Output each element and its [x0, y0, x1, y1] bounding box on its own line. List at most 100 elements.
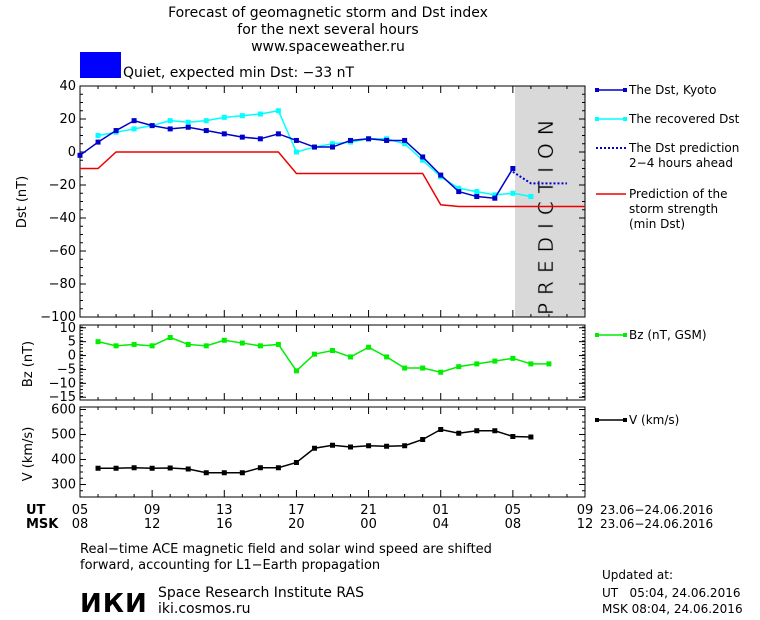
ut-tick-label: 05 — [72, 503, 89, 518]
solar-wind-speed-point — [203, 470, 209, 476]
bz-point — [257, 343, 263, 349]
solar-wind-speed-point — [293, 460, 299, 465]
v-panel — [79, 406, 586, 498]
bz-point — [492, 358, 498, 364]
footer-note-line-1: Real−time ACE magnetic field and solar w… — [80, 542, 492, 557]
data-layer — [77, 108, 585, 476]
msk-tick-label: 04 — [432, 517, 449, 532]
legend-bz: Bz (nT, GSM) — [595, 328, 707, 342]
recovered-dst-point — [402, 141, 408, 147]
ut-tick-label: 17 — [288, 503, 305, 518]
y-tick-label: −20 — [49, 178, 76, 193]
updated-msk: MSK 08:04, 24.06.2016 — [602, 602, 743, 616]
storm-strength-line — [80, 151, 585, 208]
recovered-dst-point — [275, 108, 281, 114]
solar-wind-speed-point — [275, 465, 281, 471]
ut-tick-label: 09 — [577, 503, 594, 518]
msk-tick-label: 20 — [288, 517, 305, 532]
solar-wind-speed-point — [185, 466, 191, 472]
legend-storm-strength: Prediction of the storm strength (min Dst) — [596, 187, 728, 231]
recovered-dst-point — [131, 126, 137, 132]
bz-point — [510, 355, 516, 361]
msk-tick-label: 12 — [144, 517, 161, 532]
solar-wind-speed-point — [239, 470, 245, 476]
ut-tick-label: 05 — [505, 503, 522, 518]
bz-point — [348, 354, 354, 360]
bz-point — [293, 368, 299, 374]
bz-point — [420, 365, 426, 371]
axes-layer: 40200−20−40−60−80−1001050−5−10−156005004… — [40, 79, 586, 498]
recovered-dst-point — [293, 149, 299, 155]
y-tick-label: −5 — [57, 362, 76, 377]
recovered-dst-point — [474, 189, 480, 195]
bz-point — [546, 361, 552, 367]
y-tick-label: 600 — [51, 403, 76, 418]
dst-kyoto-point — [366, 136, 372, 142]
bz-point — [311, 351, 317, 357]
bz-point — [95, 339, 101, 345]
bz-point — [528, 361, 534, 367]
legend-v-label: V (km/s) — [629, 413, 679, 427]
recovered-dst-point — [185, 119, 191, 125]
dst-panel: PREDICTION — [79, 85, 586, 318]
solar-wind-speed-point — [474, 428, 480, 434]
y-tick-label: 500 — [51, 428, 76, 443]
dst-kyoto-point — [149, 123, 155, 129]
v-y-axis-label: V (km/s) — [21, 427, 36, 482]
solar-wind-speed-point — [438, 427, 444, 432]
bz-line — [97, 336, 549, 373]
bz-point — [131, 341, 137, 347]
ut-tick-label: 01 — [432, 503, 449, 518]
chart-title-line-3: www.spaceweather.ru — [251, 39, 405, 55]
ut-tick-label: 13 — [216, 503, 233, 518]
msk-axis-label: MSK — [26, 517, 59, 532]
y-tick-label: 5 — [68, 335, 76, 350]
dst-kyoto-point — [257, 136, 263, 142]
y-tick-label: −60 — [49, 244, 76, 259]
prediction-label: PREDICTION — [534, 112, 558, 315]
ut-date-range: 23.06−24.06.2016 — [600, 503, 713, 517]
bz-point — [438, 369, 444, 375]
solar-wind-speed-point — [257, 465, 263, 471]
y-tick-label: 0 — [68, 349, 76, 364]
solar-wind-speed-point — [420, 437, 426, 442]
bz-point — [275, 341, 281, 347]
dst-kyoto-point — [474, 194, 480, 200]
dst-kyoto-point — [420, 154, 426, 160]
solar-wind-speed-point — [149, 465, 155, 471]
msk-tick-label: 00 — [360, 517, 377, 532]
ut-tick-label: 09 — [144, 503, 161, 518]
y-tick-label: 40 — [59, 79, 76, 94]
y-tick-label: −40 — [49, 211, 76, 226]
legend-recovered-dst-label: The recovered Dst — [628, 112, 740, 126]
dst-prediction-line — [512, 170, 567, 185]
bz-point — [203, 343, 209, 349]
bz-point — [456, 364, 462, 370]
dst-kyoto-point — [384, 137, 390, 143]
recovered-dst-point — [221, 114, 227, 120]
recovered-dst-point — [203, 118, 209, 124]
bz-point — [113, 343, 119, 349]
y-tick-label: 400 — [51, 453, 76, 468]
recovered-dst-point — [510, 190, 516, 196]
solar-wind-speed-point — [113, 465, 119, 471]
solar-wind-speed-point — [510, 434, 516, 439]
legend-storm-strength-label: Prediction of the storm strength (min Dst) — [629, 187, 728, 231]
y-tick-label: −10 — [49, 376, 76, 391]
dst-kyoto-point — [131, 118, 137, 124]
msk-tick-label: 08 — [505, 517, 522, 532]
recovered-dst-point — [257, 111, 263, 117]
ut-tick-label: 21 — [360, 503, 377, 518]
msk-date-range: 23.06−24.06.2016 — [600, 517, 713, 531]
bz-point — [239, 340, 245, 346]
dst-kyoto-point — [311, 144, 317, 150]
iki-logo: ИКИ — [80, 589, 148, 619]
solar-wind-speed-point — [167, 465, 173, 471]
updated-ut: UT 05:04, 24.06.2016 — [602, 586, 740, 600]
institute-site: iki.cosmos.ru — [158, 601, 250, 617]
recovered-dst-line — [97, 109, 532, 198]
bz-point — [221, 337, 227, 343]
dst-kyoto-point — [185, 124, 191, 130]
